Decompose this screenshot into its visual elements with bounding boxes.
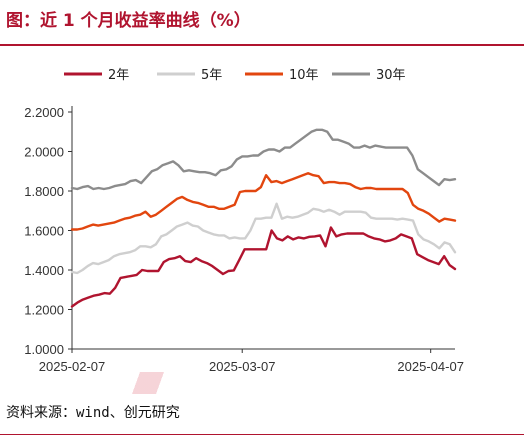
x-tick-label: 2025-02-07 (39, 359, 106, 374)
legend-label: 2年 (108, 68, 129, 83)
series-line-1 (70, 202, 457, 275)
y-tick-label: 1.0000 (24, 342, 64, 357)
y-tick-label: 2.2000 (24, 105, 64, 120)
footer-divider (0, 434, 524, 435)
series-line-2 (70, 171, 457, 231)
watermark-mark (128, 372, 168, 394)
y-tick-label: 2.0000 (24, 145, 64, 160)
legend-label: 10年 (289, 68, 319, 83)
y-tick-label: 1.8000 (24, 184, 64, 199)
x-tick-label: 2025-04-07 (397, 359, 464, 374)
legend-label: 5年 (201, 68, 222, 83)
title-divider (0, 44, 524, 46)
y-tick-label: 1.6000 (24, 224, 64, 239)
yield-curve-chart: 2年 5年 10年 30年 1.0000 1.2000 1.4000 1.6000 1.800… (24, 68, 464, 374)
chart-title: 图：近 1 个月收益率曲线（%） (6, 11, 251, 31)
y-tick-label: 1.4000 (24, 263, 64, 278)
x-tick-label: 2025-03-07 (209, 359, 276, 374)
legend-label: 30年 (376, 68, 406, 83)
series-line-3 (70, 128, 457, 191)
series-line-0 (70, 226, 457, 308)
y-tick-label: 1.2000 (24, 303, 64, 318)
chart-series (70, 128, 457, 308)
chart-axes: 1.0000 1.2000 1.4000 1.6000 1.8000 2.0000 2.20… (24, 105, 464, 374)
chart-legend: 2年 5年 10年 30年 (64, 68, 406, 83)
source-note: 资料来源：wind、创元研究 (6, 405, 180, 421)
